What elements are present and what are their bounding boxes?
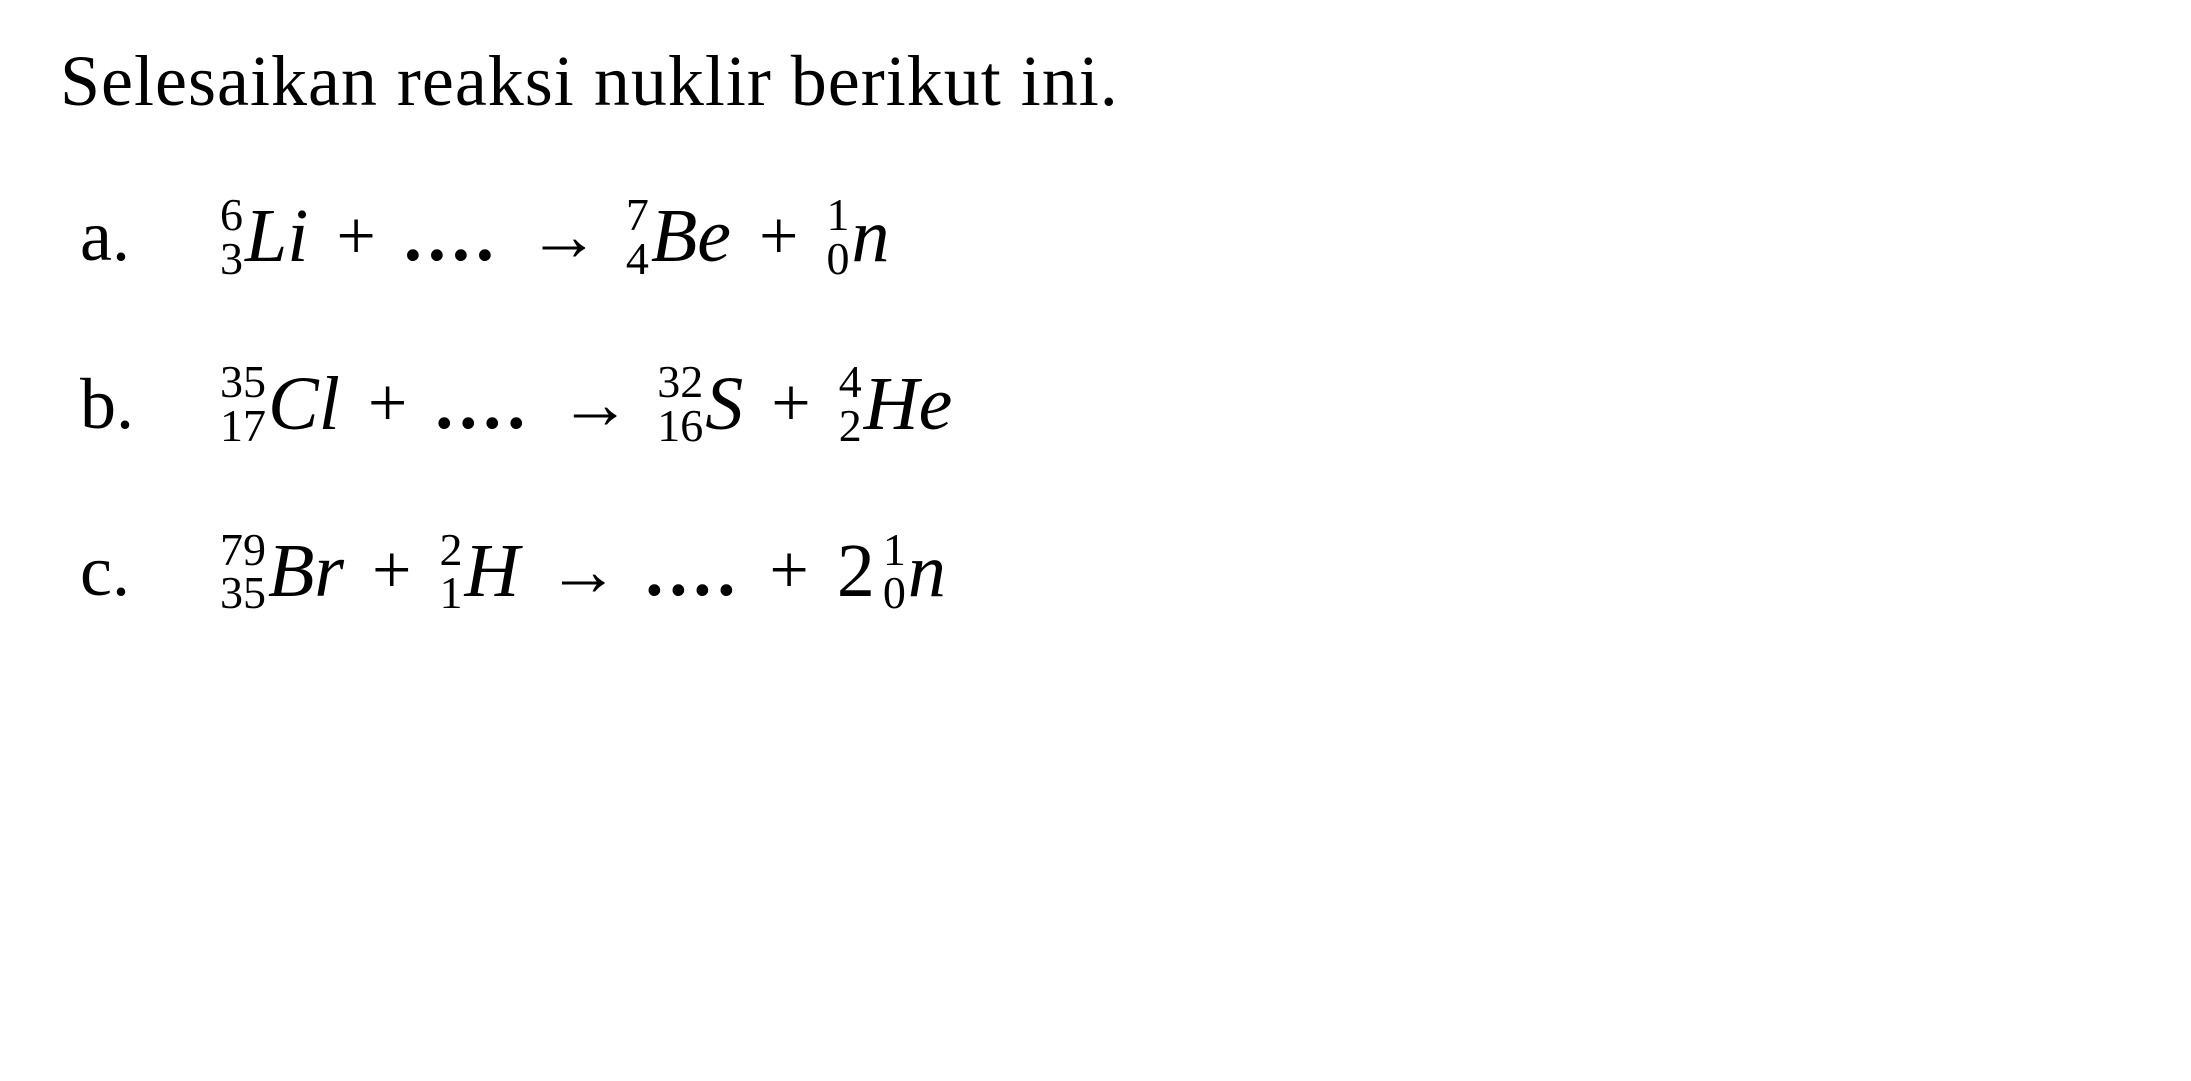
mass-number: 7 bbox=[626, 193, 649, 237]
nuclide-scripts: 79 35 bbox=[220, 528, 266, 615]
nuclide-scripts: 1 0 bbox=[827, 193, 850, 280]
mass-number: 2 bbox=[439, 528, 462, 572]
nuclide-scripts: 35 17 bbox=[220, 360, 266, 447]
atomic-number: 35 bbox=[220, 571, 266, 615]
element-symbol: n bbox=[852, 193, 890, 280]
nuclide-scripts: 1 0 bbox=[883, 528, 906, 615]
atomic-number: 4 bbox=[626, 237, 649, 281]
mass-number: 79 bbox=[220, 528, 266, 572]
mass-number: 1 bbox=[883, 528, 906, 572]
nuclide: 1 0 n bbox=[827, 193, 890, 280]
atomic-number: 1 bbox=[439, 571, 462, 615]
blank-dots: .... bbox=[645, 530, 741, 613]
mass-number: 4 bbox=[839, 360, 862, 404]
plus-sign: + bbox=[336, 197, 375, 277]
nuclide: 35 17 Cl bbox=[220, 360, 340, 447]
plus-sign: + bbox=[769, 531, 808, 611]
nuclide-scripts: 2 1 bbox=[439, 528, 462, 615]
blank-dots: .... bbox=[404, 195, 500, 278]
atomic-number: 16 bbox=[657, 404, 703, 448]
nuclide: 6 3 Li bbox=[220, 193, 308, 280]
equation-row: b. 35 17 Cl + .... → 32 16 S + bbox=[80, 360, 2131, 447]
nuclide: 2 1 H bbox=[439, 528, 519, 615]
mass-number: 32 bbox=[657, 360, 703, 404]
arrow-icon: → bbox=[559, 363, 629, 446]
nuclide-scripts: 6 3 bbox=[220, 193, 243, 280]
nuclide: 4 2 He bbox=[839, 360, 953, 447]
equation-body: 35 17 Cl + .... → 32 16 S + 4 2 bbox=[220, 360, 952, 447]
element-symbol: Br bbox=[268, 528, 344, 615]
element-symbol: Li bbox=[245, 193, 308, 280]
element-symbol: H bbox=[464, 528, 519, 615]
plus-sign: + bbox=[771, 364, 810, 444]
mass-number: 1 bbox=[827, 193, 850, 237]
element-symbol: Be bbox=[651, 193, 731, 280]
nuclide: 79 35 Br bbox=[220, 528, 344, 615]
element-symbol: n bbox=[908, 528, 946, 615]
nuclide-scripts: 4 2 bbox=[839, 360, 862, 447]
plus-sign: + bbox=[368, 364, 407, 444]
nuclide-scripts: 7 4 bbox=[626, 193, 649, 280]
atomic-number: 3 bbox=[220, 237, 243, 281]
equation-body: 79 35 Br + 2 1 H → .... + 2 1 0 bbox=[220, 528, 946, 615]
atomic-number: 0 bbox=[827, 237, 850, 281]
element-symbol: He bbox=[864, 361, 953, 448]
plus-sign: + bbox=[759, 197, 798, 277]
equation-label: c. bbox=[80, 530, 220, 613]
equation-row: c. 79 35 Br + 2 1 H → .... + 2 bbox=[80, 528, 2131, 615]
nuclide: 1 0 n bbox=[883, 528, 946, 615]
equation-row: a. 6 3 Li + .... → 7 4 Be + bbox=[80, 193, 2131, 280]
plus-sign: + bbox=[372, 531, 411, 611]
coefficient: 2 bbox=[837, 528, 875, 615]
element-symbol: S bbox=[705, 361, 743, 448]
nuclide: 7 4 Be bbox=[626, 193, 731, 280]
mass-number: 6 bbox=[220, 193, 243, 237]
arrow-icon: → bbox=[528, 195, 598, 278]
arrow-icon: → bbox=[547, 530, 617, 613]
equation-label: a. bbox=[80, 195, 220, 278]
mass-number: 35 bbox=[220, 360, 266, 404]
equations-container: a. 6 3 Li + .... → 7 4 Be + bbox=[60, 193, 2131, 615]
atomic-number: 0 bbox=[883, 571, 906, 615]
equation-label: b. bbox=[80, 363, 220, 446]
equation-body: 6 3 Li + .... → 7 4 Be + 1 0 bbox=[220, 193, 890, 280]
atomic-number: 2 bbox=[839, 404, 862, 448]
nuclide-scripts: 32 16 bbox=[657, 360, 703, 447]
nuclide: 32 16 S bbox=[657, 360, 743, 447]
blank-dots: .... bbox=[435, 363, 531, 446]
page-title: Selesaikan reaksi nuklir berikut ini. bbox=[60, 40, 2131, 123]
element-symbol: Cl bbox=[268, 361, 340, 448]
atomic-number: 17 bbox=[220, 404, 266, 448]
